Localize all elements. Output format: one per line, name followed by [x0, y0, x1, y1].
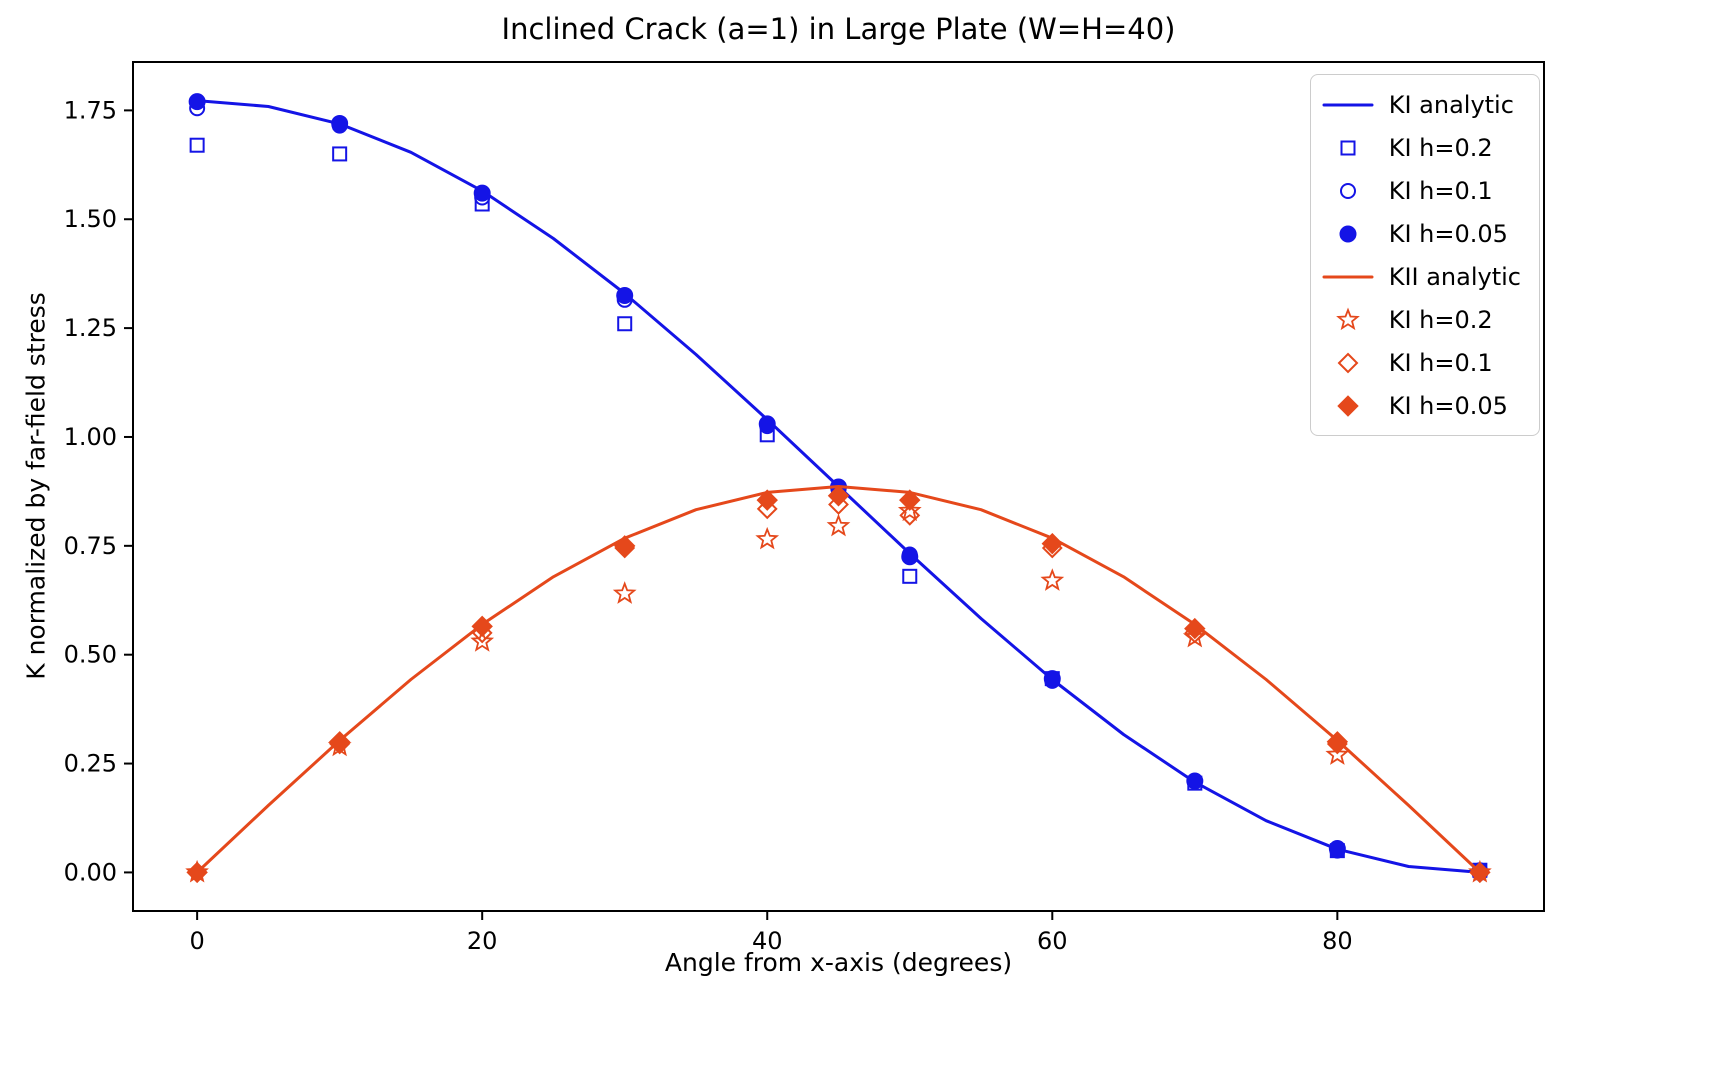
- marker-ki-h-0-2-star-open: [826, 513, 851, 537]
- x-tick-label: 20: [467, 927, 498, 955]
- marker-ki-h-0-2-star-open: [1325, 742, 1350, 765]
- marker-ki-h-0-1-diamond-open: [828, 494, 849, 515]
- marker-ki-h-0-2-square-open: [189, 137, 205, 153]
- legend-line-icon: [1322, 103, 1374, 106]
- legend-label: KI analytic: [1388, 90, 1514, 119]
- x-tick-label: 60: [1037, 927, 1068, 955]
- legend-label: KI h=0.05: [1388, 391, 1508, 420]
- legend-star-open-icon: [1335, 306, 1360, 330]
- marker-ki-h-0-05-diamond-filled: [1469, 861, 1491, 884]
- y-tick-label: 0.25: [64, 750, 117, 778]
- marker-ki-h-0-05-circle-filled: [331, 114, 349, 132]
- chart-title: Inclined Crack (a=1) in Large Plate (W=H…: [501, 12, 1176, 46]
- marker-ki-h-0-05-diamond-filled: [328, 731, 351, 753]
- marker-ki-h-0-05-diamond-filled: [1326, 731, 1349, 753]
- legend-entry: KI h=0.2: [1321, 298, 1521, 341]
- marker-ki-h-0-1-diamond-open: [756, 498, 778, 520]
- y-tick-label: 0.75: [64, 532, 117, 560]
- marker-ki-h-0-2-star-open: [1040, 568, 1065, 591]
- legend-line-icon: [1322, 275, 1374, 278]
- legend-circle-open-icon: [1339, 182, 1356, 199]
- marker-ki-h-0-05-diamond-filled: [1184, 617, 1206, 640]
- marker-ki-h-0-05-circle-filled: [901, 548, 919, 566]
- y-axis-label: K normalized by far-field stress: [21, 292, 51, 680]
- x-axis-label: Angle from x-axis (degrees): [664, 948, 1013, 977]
- legend-entry: KI h=0.05: [1321, 212, 1521, 255]
- legend-entry: KI h=0.05: [1321, 384, 1521, 427]
- x-tick-label: 40: [752, 927, 783, 955]
- legend-marker-sample: [1337, 352, 1359, 373]
- legend-label: KI h=0.1: [1388, 348, 1493, 377]
- marker-ki-h-0-2-square-open: [332, 146, 348, 162]
- marker-ki-h-0-05-circle-filled: [758, 415, 776, 433]
- legend-diamond-open-icon: [1337, 352, 1359, 373]
- marker-ki-h-0-05-diamond-filled: [899, 489, 921, 511]
- marker-ki-h-0-05-diamond-filled: [186, 861, 208, 884]
- legend-entry: KII analytic: [1321, 255, 1521, 298]
- marker-ki-h-0-2-star-open: [470, 629, 495, 652]
- legend-entry: KI analytic: [1321, 83, 1521, 126]
- legend-marker-sample: [1339, 225, 1357, 242]
- x-tick-label: 80: [1322, 927, 1353, 955]
- legend: KI analytic KI h=0.2 KI h=0.1 KI h=0.05 KII …: [1309, 74, 1540, 436]
- legend-circle-filled-icon: [1339, 225, 1357, 242]
- marker-ki-h-0-05-circle-filled: [616, 286, 634, 304]
- legend-marker-sample: [1335, 306, 1360, 330]
- legend-square-open-icon: [1340, 140, 1356, 155]
- y-tick-label: 1.00: [64, 423, 117, 451]
- legend-marker-sample: [1336, 394, 1359, 417]
- marker-ki-h-0-2-star-open: [755, 526, 780, 550]
- marker-ki-h-0-2-star-open: [612, 581, 637, 604]
- y-tick-label: 1.75: [64, 96, 117, 124]
- legend-label: KI h=0.1: [1388, 176, 1493, 205]
- legend-marker-sample: [1339, 182, 1356, 199]
- marker-ki-h-0-2-square-open: [902, 568, 918, 584]
- series-line-kii-analytic: [195, 485, 1482, 874]
- legend-entry: KI h=0.2: [1321, 126, 1521, 169]
- marker-ki-h-0-05-diamond-filled: [614, 535, 636, 557]
- y-tick-label: 1.50: [64, 205, 117, 233]
- x-tick-label: 0: [189, 927, 204, 955]
- legend-label: KI h=0.05: [1388, 219, 1508, 248]
- y-tick-label: 1.25: [64, 314, 117, 342]
- legend-diamond-filled-icon: [1336, 394, 1359, 417]
- marker-ki-h-0-05-circle-filled: [188, 93, 206, 111]
- y-tick-label: 0.00: [64, 858, 117, 886]
- marker-ki-h-0-05-circle-filled: [1043, 670, 1061, 688]
- legend-label: KII analytic: [1388, 262, 1521, 291]
- marker-ki-h-0-05-circle-filled: [1186, 772, 1204, 790]
- legend-entry: KI h=0.1: [1321, 169, 1521, 212]
- legend-marker-sample: [1340, 140, 1356, 155]
- legend-label: KI h=0.2: [1388, 305, 1493, 334]
- marker-ki-h-0-05-circle-filled: [1328, 839, 1346, 857]
- legend-entry: KI h=0.1: [1321, 341, 1521, 384]
- marker-ki-h-0-2-square-open: [617, 316, 633, 332]
- marker-ki-h-0-05-diamond-filled: [1041, 532, 1063, 555]
- marker-ki-h-0-1-diamond-open: [899, 504, 921, 526]
- legend-label: KI h=0.2: [1388, 133, 1493, 162]
- marker-ki-h-0-05-diamond-filled: [827, 485, 850, 507]
- axes-frame: [132, 61, 1545, 912]
- marker-ki-h-0-05-diamond-filled: [756, 489, 778, 511]
- marker-ki-h-0-05-diamond-filled: [471, 615, 493, 638]
- marker-ki-h-0-2-star-open: [897, 498, 922, 522]
- marker-ki-h-0-05-circle-filled: [473, 184, 491, 202]
- y-tick-label: 0.50: [64, 641, 117, 669]
